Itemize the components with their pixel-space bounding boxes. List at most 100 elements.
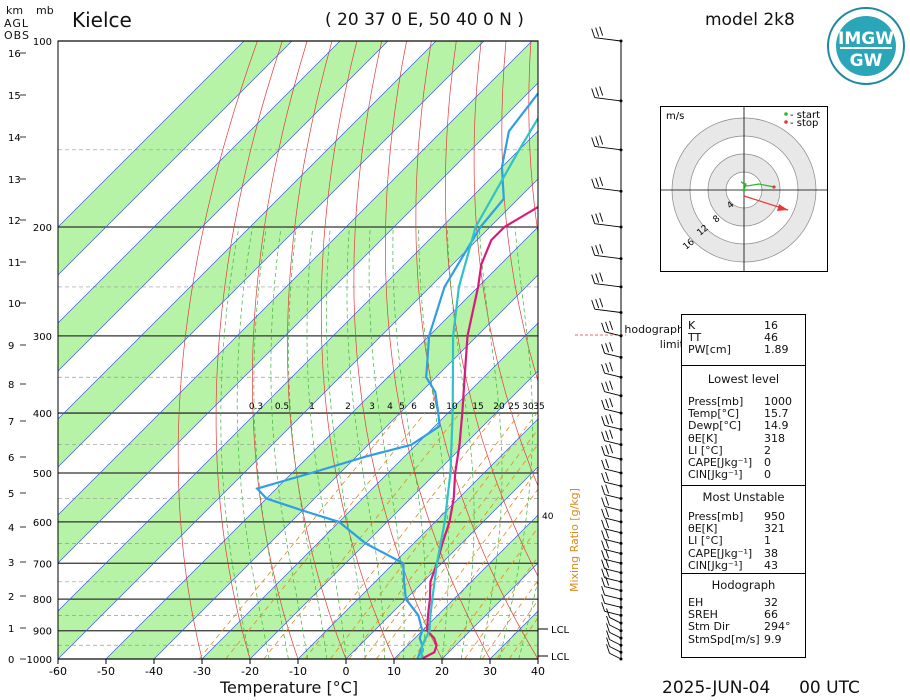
km-tick-label: 14 [8, 133, 21, 144]
moist-adiabat [220, 226, 251, 659]
mixing-ratio-tick-label: 4 [387, 402, 393, 412]
indices-panel: K 16 TT 46 PW[cm] 1.89 Lowest level Press[mb]… [681, 314, 806, 658]
wind-barb [604, 602, 622, 608]
wind-barb-feather [605, 471, 610, 482]
lowest-level-value: 2 [764, 443, 771, 457]
x-tick-label: -20 [241, 665, 259, 678]
mixing-ratio-tick-label: 8 [429, 402, 435, 412]
mixing-ratio-tick-label: 2 [345, 402, 351, 412]
moist-adiabat [326, 226, 366, 659]
x-tick-label: -60 [49, 665, 67, 678]
wind-barb-feather [601, 577, 606, 587]
hodograph-limit-line1: hodograph [624, 323, 684, 336]
moist-adiabat [270, 226, 308, 659]
wind-barb-feather [591, 246, 596, 256]
most-unstable-label: θE[K] [688, 522, 718, 536]
hodograph-indices-title: Hodograph [711, 578, 776, 592]
wind-barb-feather [601, 530, 606, 540]
isotherm-line [58, 178, 538, 659]
wind-barb-feather [606, 623, 610, 633]
wind-barb-feather [595, 177, 600, 187]
hodo-legend-stop: - stop [790, 118, 818, 129]
model-name: model 2k8 [705, 10, 795, 30]
wind-barb [594, 37, 622, 42]
wind-barb [604, 372, 622, 378]
wind-barb [594, 97, 622, 102]
hodograph-index-label: SREH [688, 608, 718, 622]
wind-barb-feather [601, 602, 606, 612]
wind-barb [604, 352, 622, 358]
wind-barb [604, 506, 622, 511]
mixing-ratio-tick-label: 15 [472, 402, 483, 412]
most-unstable-label: Press[mb] [688, 510, 744, 523]
km-tick-label: 1 [8, 624, 14, 635]
isotherm-line [58, 41, 341, 324]
lowest-level-value: 1000 [764, 395, 792, 408]
hodo-unit: m/s [666, 111, 684, 122]
lowest-level-label: Temp[°C] [688, 407, 740, 421]
km-tick-label: 16 [8, 49, 21, 60]
wind-barb [609, 652, 622, 660]
wind-barb [609, 617, 622, 624]
km-tick-label: 8 [8, 380, 14, 391]
wind-barb-feather [605, 430, 610, 440]
hodo-ring-label-8: 8 [712, 214, 723, 226]
lowest-level-value: 0 [764, 468, 771, 482]
wind-barb-feather [601, 364, 606, 374]
x-tick-label: -10 [289, 665, 307, 678]
wind-barb-feather [591, 274, 596, 284]
wind-barb-feather [605, 549, 610, 559]
wind-barb-feather [605, 496, 610, 506]
isotherm-line [105, 226, 538, 659]
wind-barb-feather [595, 299, 600, 309]
hodograph-index-label: Stm Dir [688, 620, 730, 634]
mixing-ratio-tick-label: 35 [533, 402, 544, 412]
mixing-ratio-tick-label: 25 [508, 402, 519, 412]
wind-barb [604, 424, 622, 430]
wind-barb-feather [605, 321, 610, 331]
dry-adiabat [215, 41, 283, 659]
wind-barb-feather [605, 484, 610, 494]
isotherm-line [345, 466, 538, 659]
wind-barb-feather [605, 415, 610, 425]
x-tick-label: 0 [343, 665, 350, 678]
wind-barb-feather [609, 414, 614, 424]
moist-adiabat [253, 226, 289, 659]
wind-barb-feather [606, 608, 610, 618]
pressure-tick-label: 700 [33, 559, 52, 570]
moist-adiabat [346, 226, 385, 659]
isotherm-line [58, 82, 538, 564]
logo-text-top: IMGW [838, 29, 894, 49]
wind-barb [594, 283, 622, 288]
isotherm-line [58, 41, 293, 276]
lcl-label: LCL [551, 625, 570, 636]
dry-adiabat [252, 41, 308, 659]
wind-barb-feather [609, 380, 614, 390]
dry-adiabat [320, 41, 395, 659]
km-tick-label: 7 [8, 417, 14, 428]
wind-barb-feather [591, 178, 596, 188]
km-tick-label: 4 [8, 523, 14, 534]
wind-barb-feather [605, 398, 610, 409]
wind-barb [609, 631, 622, 639]
x-tick-label: -30 [193, 665, 211, 678]
wind-barb-feather [605, 363, 610, 373]
most-unstable-title: Most Unstable [702, 490, 785, 504]
wind-barb-feather [599, 26, 604, 36]
wind-barb [604, 558, 622, 564]
x-tick-label: 10 [387, 665, 401, 678]
wind-barb-feather [601, 559, 606, 569]
mixing-ratio-tick-label: 6 [411, 402, 417, 412]
wind-barb-feather [601, 519, 606, 529]
wind-barb-feather [609, 397, 614, 408]
index-value: 46 [764, 331, 778, 345]
x-tick-label: -40 [145, 665, 163, 678]
hodograph-index-value: 66 [764, 608, 778, 622]
wind-barb [604, 331, 622, 337]
mixing-ratio-line [363, 428, 538, 659]
wind-barb-feather [609, 342, 614, 352]
wind-barb-feather [599, 86, 604, 96]
wind-barb [609, 624, 622, 632]
lcl-label: LCL [551, 652, 570, 663]
